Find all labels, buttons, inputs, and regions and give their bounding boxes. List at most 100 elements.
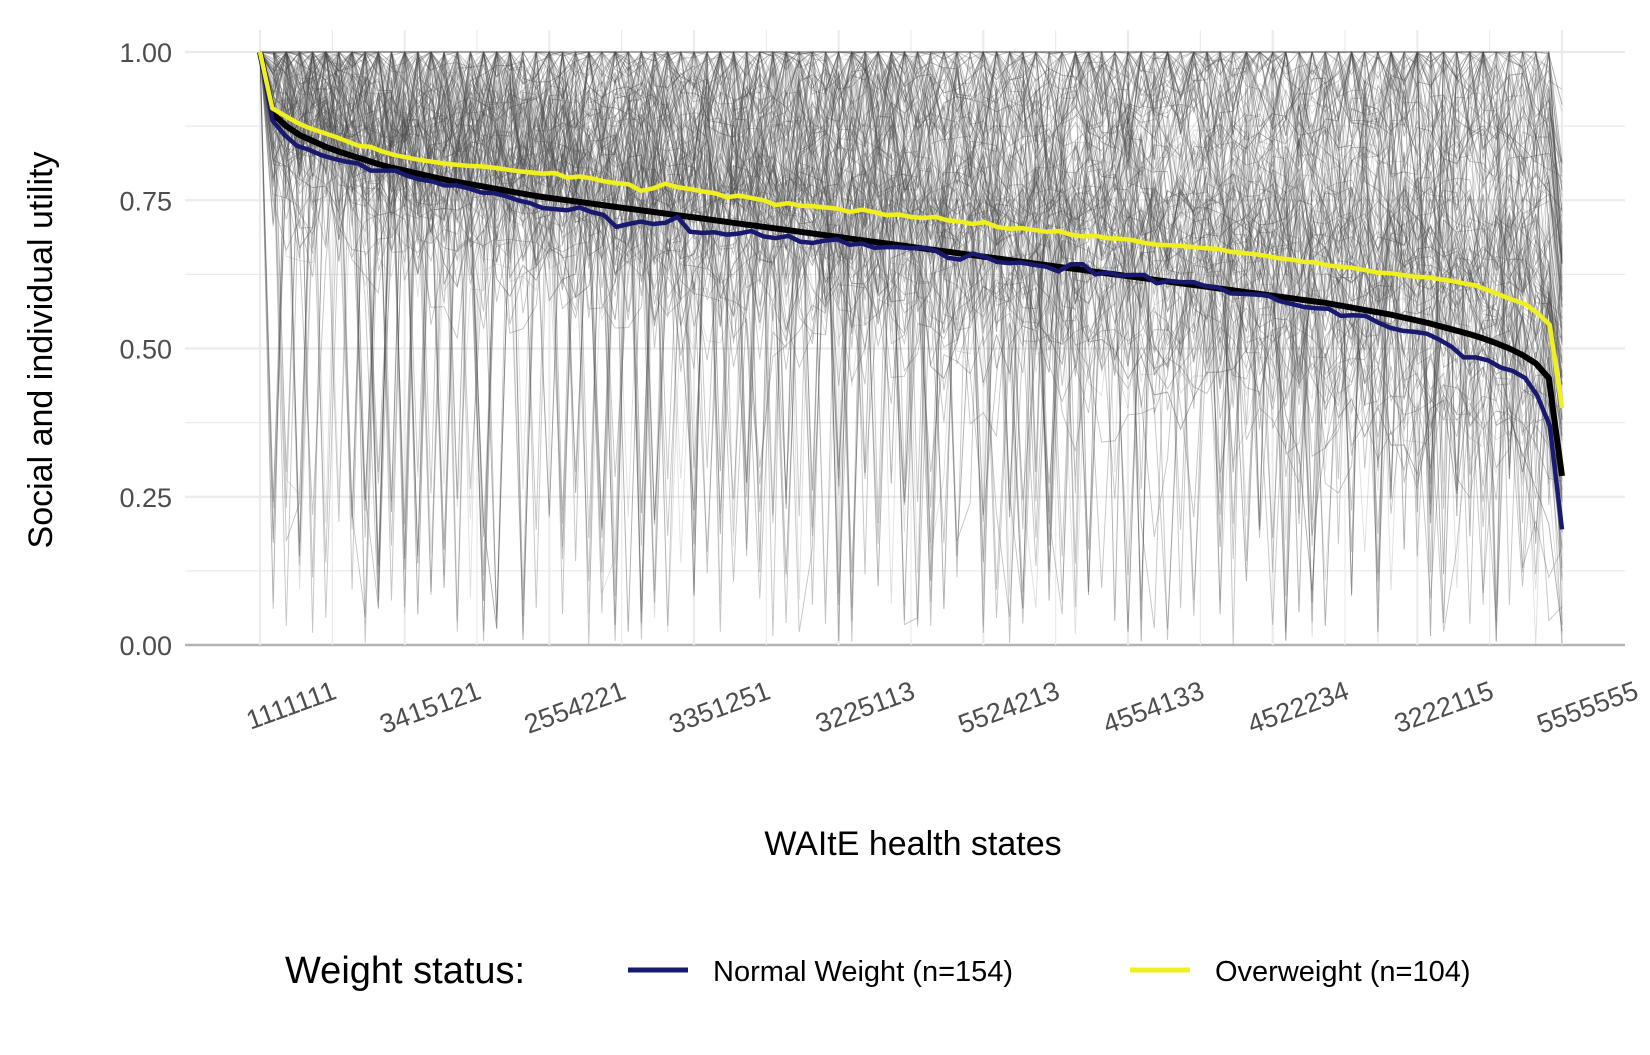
individual-respondent-line (260, 50, 1563, 590)
individual-respondent-line (259, 50, 1563, 625)
individual-respondent-line (260, 51, 1563, 475)
individual-respondent-line (260, 50, 1563, 628)
x-tick-label: 5555555 (1533, 675, 1642, 739)
individual-respondent-line (259, 51, 1563, 641)
individual-respondent-line (259, 50, 1563, 623)
individual-respondent-line (259, 51, 1563, 609)
individual-respondent-line (259, 51, 1563, 629)
individual-respondent-line (260, 51, 1563, 574)
individual-respondent-line (259, 51, 1563, 600)
individual-respondent-line (259, 51, 1563, 618)
individual-respondent-line (259, 51, 1563, 610)
individual-respondent-line (259, 51, 1563, 600)
individual-respondent-line (259, 51, 1563, 643)
individual-respondent-line (260, 50, 1563, 625)
individual-respondent-line (260, 51, 1563, 571)
individual-respondent-line (259, 51, 1563, 625)
individual-respondent-line (259, 50, 1563, 637)
individual-respondent-line (259, 51, 1563, 627)
individual-respondent-line (260, 50, 1563, 573)
individual-respondent-line (259, 51, 1563, 632)
individual-respondent-line (259, 51, 1563, 550)
individual-respondent-line (259, 51, 1563, 632)
individual-respondent-line (259, 50, 1563, 493)
individual-respondent-line (260, 51, 1563, 485)
individual-respondent-line (260, 50, 1563, 550)
individual-respondent-line (259, 50, 1563, 608)
individual-respondent-line (259, 51, 1563, 615)
individual-respondent-line (259, 51, 1563, 593)
individual-respondent-line (259, 51, 1563, 563)
individual-respondent-line (259, 51, 1563, 601)
x-axis-title: WAItE health states (764, 825, 1061, 863)
individual-respondent-line (259, 50, 1563, 520)
individual-respondent-line (259, 50, 1563, 640)
individual-respondent-line (259, 51, 1563, 600)
x-tick-label: 2554221 (520, 675, 629, 739)
individual-respondent-line (259, 51, 1563, 605)
individual-respondent-line (259, 51, 1563, 509)
individual-respondent-line (259, 51, 1563, 582)
individual-respondent-line (260, 50, 1563, 599)
individual-respondent-line (259, 51, 1563, 614)
individual-respondent-line (259, 50, 1563, 641)
individual-respondent-line (259, 51, 1563, 605)
individual-respondent-line (259, 51, 1563, 605)
x-tick-label: 3351251 (665, 675, 774, 739)
individual-respondent-line (259, 50, 1563, 637)
individual-respondent-line (260, 51, 1563, 582)
individual-respondent-line (259, 51, 1563, 591)
individual-respondent-line (259, 50, 1563, 645)
individual-respondent-line (259, 50, 1563, 573)
individual-respondent-line (260, 50, 1563, 640)
individual-respondent-line (259, 51, 1563, 642)
individual-respondent-line (260, 50, 1563, 301)
individual-respondent-line (259, 51, 1563, 632)
individual-respondent-line (260, 51, 1563, 608)
individual-respondent-line (259, 50, 1563, 623)
individual-respondent-line (259, 50, 1563, 596)
individual-respondent-line (260, 51, 1563, 604)
individual-respondent-line (260, 50, 1563, 614)
legend-label-normal-weight: Normal Weight (n=154) (713, 956, 1013, 988)
individual-respondent-line (259, 51, 1563, 632)
individual-respondent-line (259, 51, 1563, 627)
y-axis-title: Social and individual utility (22, 152, 60, 549)
individual-respondent-line (259, 51, 1563, 582)
individual-respondent-line (259, 50, 1563, 637)
series-layer (257, 51, 1565, 530)
individual-respondent-line (259, 51, 1563, 574)
individual-respondent-line (260, 50, 1563, 301)
individual-respondent-line (260, 50, 1563, 645)
individual-respondent-line (259, 50, 1563, 641)
individual-respondent-line (259, 51, 1563, 629)
individual-respondent-line (259, 51, 1563, 601)
overweight-line (257, 51, 1565, 409)
individual-respondent-line (259, 50, 1563, 633)
x-tick-label: 1111111 (242, 675, 340, 735)
individual-respondent-line (260, 51, 1563, 479)
x-tick-labels: 1111111 3415121 2554221 3351251 3225113 55242… (242, 675, 1642, 739)
individual-respondent-line (259, 51, 1563, 601)
individual-respondent-line (259, 51, 1563, 626)
legend-title: Weight status: (285, 950, 525, 992)
x-tick-label: 3225113 (812, 675, 919, 738)
individual-respondent-line (260, 50, 1563, 625)
individual-respondent-line (259, 51, 1563, 609)
y-tick-labels: 0.00 0.25 0.50 0.75 1.00 (119, 38, 172, 661)
individual-respondent-line (260, 50, 1563, 615)
individual-respondent-line (260, 51, 1563, 531)
individual-respondent-line (259, 50, 1563, 609)
individual-respondent-line (259, 50, 1563, 257)
individual-respondent-line (259, 51, 1563, 625)
individual-respondent-line (259, 51, 1563, 601)
individual-respondent-line (259, 50, 1563, 633)
individual-respondent-line (259, 51, 1563, 617)
individual-respondent-line (259, 50, 1563, 493)
individual-respondent-line (259, 51, 1563, 596)
individual-respondent-line (260, 50, 1563, 645)
individual-respondent-line (259, 51, 1563, 620)
individual-respondent-line (260, 50, 1563, 601)
